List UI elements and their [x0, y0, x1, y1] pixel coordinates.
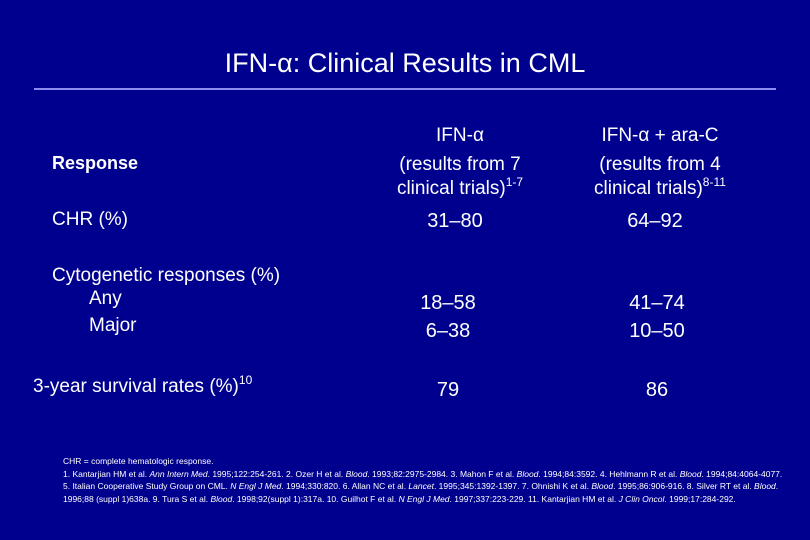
- col-ifn-heading-text: IFN-α: [436, 125, 484, 146]
- chr-ifn-value-text: 31–80: [427, 210, 483, 232]
- footnote-ref-text: . 1994;330:820. 6. Allan NC et al.: [281, 481, 409, 491]
- footnote-journal: Blood: [210, 493, 233, 504]
- footnote-ref-text: . 1995;345:1392-1397. 7. Ohnishi K et al…: [433, 481, 592, 491]
- footnote-ref-text: . 1995;86:906-916. 8. Silver RT et al.: [613, 481, 755, 491]
- col-ifn-arac-sup: 8-11: [702, 175, 726, 189]
- survival-ifn-arac-value: 86: [557, 376, 757, 404]
- footnote-ref-text: . 1999;17:284-292.: [664, 493, 736, 504]
- response-label: Response: [52, 152, 138, 175]
- col-ifn-sup: 1-7: [505, 175, 524, 189]
- footnote-journal: Lancet: [408, 481, 434, 491]
- survival-label: 3-year survival rates (%)10: [33, 373, 253, 398]
- footnote-abbrev: CHR = complete hematologic response.: [63, 456, 214, 466]
- col-ifn-sub-line2: clinical trials): [396, 178, 506, 199]
- col-ifn-arac-heading-text: IFN-α + ara-C: [601, 125, 719, 146]
- col-ifn-sub-line1: (results from 7: [399, 154, 521, 175]
- footnote-journal: Blood: [345, 468, 368, 479]
- chr-ifn-arac-value: 64–92: [555, 207, 755, 235]
- footnote-ref-text: 1. Kantarjian HM et al.: [63, 468, 150, 479]
- survival-ifn-arac-value-text: 86: [645, 379, 669, 401]
- response-label-text: Response: [52, 153, 139, 173]
- footnote-journal: N Engl J Med: [230, 481, 282, 491]
- footnote-ref-text: . 1993;82:2975-2984. 3. Mahon F et al.: [367, 468, 517, 479]
- footnote-journal: N Engl J Med: [398, 493, 450, 504]
- cyto-label-block: Cytogenetic responses (%) Any Major: [52, 264, 280, 337]
- title-divider: [34, 88, 776, 90]
- footnote-ref-text: . 1994;84:3592. 4. Hehlmann R et al.: [538, 468, 680, 479]
- col-ifn-subheading: (results from 7 clinical trials)1-7: [350, 153, 570, 201]
- cyto-any-ifn: 18–58: [420, 292, 476, 314]
- footnote-ref-text: . 1995;122:254-261. 2. Ozer H et al.: [207, 468, 346, 479]
- cyto-any-ifn-arac: 41–74: [629, 292, 685, 314]
- footnote-references: 1. Kantarjian HM et al. Ann Intern Med. …: [63, 468, 783, 506]
- cyto-label: Cytogenetic responses (%): [52, 265, 281, 286]
- cyto-major-label: Major: [89, 315, 137, 336]
- survival-ifn-value: 79: [348, 376, 548, 404]
- slide-title-text: IFN-α: Clinical Results in CML: [224, 48, 586, 78]
- cyto-ifn-arac-values: 41–74 10–50: [557, 289, 757, 345]
- col-ifn-arac-heading: IFN-α + ara-C: [545, 125, 775, 147]
- footnote-ref-text: . 1994;84:4064-4077. 5. Italian Cooperat…: [63, 468, 783, 492]
- footnote-journal: Blood: [754, 481, 776, 491]
- footnote-journal: Blood: [591, 481, 614, 491]
- footnote-ref-text: . 1996;88 (suppl 1)638a. 9. Tura S et al…: [63, 481, 779, 504]
- col-ifn-arac-sub-line2-wrap: clinical trials)8-11: [550, 175, 770, 201]
- footnote-ref-text: . 1997;337:223-229. 11. Kantarjian HM et…: [449, 493, 619, 504]
- chr-label-text: CHR (%): [52, 209, 128, 230]
- chr-ifn-value: 31–80: [355, 207, 555, 235]
- cyto-any-label: Any: [89, 288, 122, 309]
- footnote-journal: J Clin Oncol: [618, 493, 665, 504]
- footnote-journal: Blood: [679, 468, 702, 479]
- col-ifn-arac-subheading: (results from 4 clinical trials)8-11: [550, 153, 770, 201]
- slide-title: IFN-α: Clinical Results in CML: [0, 48, 810, 79]
- cyto-major-ifn-arac: 10–50: [629, 320, 685, 342]
- survival-label-text: 3-year survival rates (%): [33, 376, 239, 397]
- col-ifn-arac-sub-line2: clinical trials): [594, 178, 703, 199]
- footnotes: CHR = complete hematologic response. 1. …: [63, 455, 783, 505]
- cyto-major-ifn: 6–38: [425, 320, 471, 342]
- cyto-ifn-values: 18–58 6–38: [348, 289, 548, 345]
- chr-ifn-arac-value-text: 64–92: [627, 210, 683, 232]
- survival-sup: 10: [238, 373, 253, 387]
- footnote-journal: Blood: [516, 468, 539, 479]
- footnote-journal: Ann Intern Med: [149, 468, 208, 479]
- col-ifn-heading: IFN-α: [360, 125, 560, 147]
- chr-label: CHR (%): [52, 208, 128, 231]
- survival-ifn-value-text: 79: [436, 379, 460, 401]
- footnote-ref-text: . 1998;92(suppl 1):317a. 10. Guilhot F e…: [232, 493, 399, 504]
- col-ifn-sub-line2-wrap: clinical trials)1-7: [350, 175, 570, 201]
- col-ifn-arac-sub-line1: (results from 4: [599, 154, 721, 175]
